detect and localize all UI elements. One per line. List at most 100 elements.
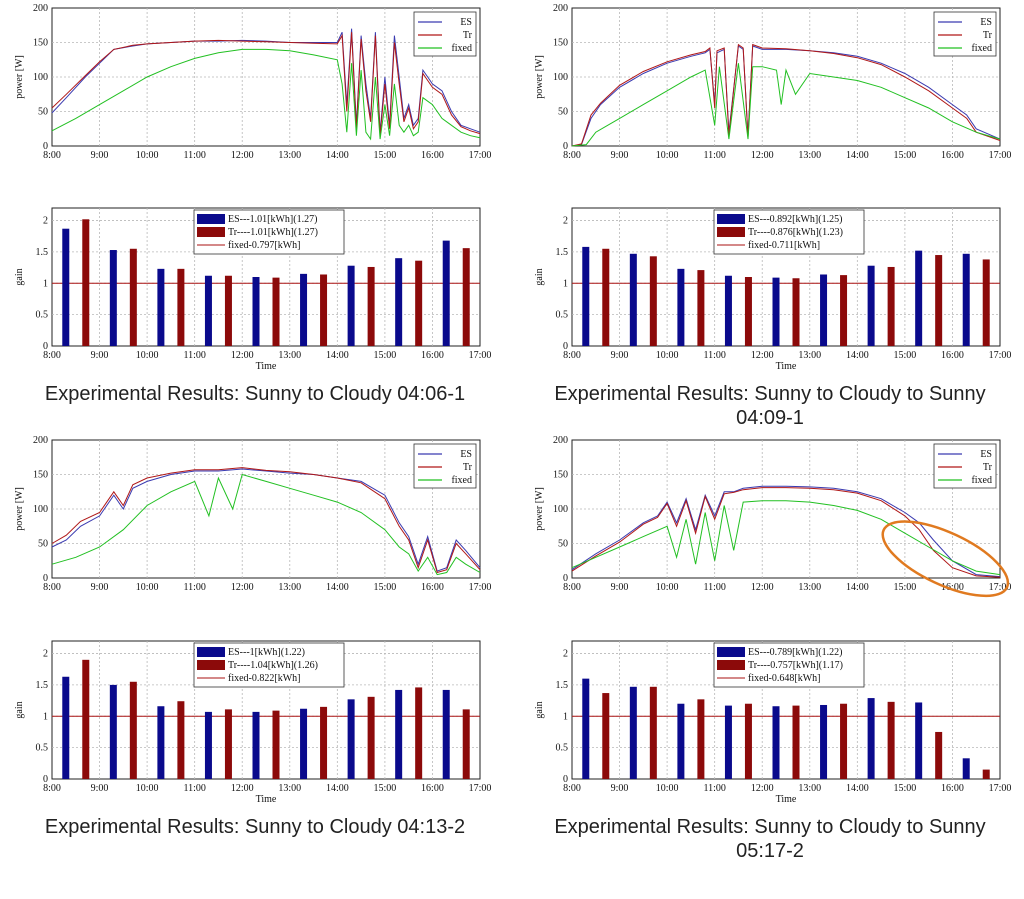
x-tick-label: 13:00 — [278, 783, 301, 794]
x-tick-label: 13:00 — [798, 350, 821, 361]
x-tick-label: 9:00 — [611, 350, 629, 361]
x-tick-label: 9:00 — [91, 350, 109, 361]
tr-bar — [272, 277, 280, 346]
x-tick-label: 16:00 — [941, 350, 964, 361]
es-bar — [677, 268, 685, 346]
tr-bar — [129, 681, 137, 779]
y-tick-label: 1 — [563, 711, 568, 722]
y-axis-label: power [W] — [14, 487, 25, 531]
legend-swatch — [717, 647, 745, 657]
panel-1-caption: Experimental Results: Sunny to Cloudy 04… — [44, 383, 466, 405]
legend-label: ES — [980, 449, 992, 460]
x-tick-label: 17:00 — [469, 350, 492, 361]
x-tick-label: 11:00 — [703, 150, 725, 161]
x-tick-label: 8:00 — [563, 582, 581, 593]
tr-bar — [367, 696, 375, 779]
x-tick-label: 13:00 — [278, 350, 301, 361]
panel-4-power-chart: 8:00 9:00 10:00 11:00 12:00 13:00 14:00 15:00 16… — [534, 435, 1011, 598]
tr-bar — [935, 731, 943, 779]
legend-box — [933, 11, 997, 57]
x-tick-label: 10:00 — [136, 783, 159, 794]
tr-bar — [840, 275, 848, 346]
legend-label: fixed-0.822[kWh] — [228, 673, 300, 684]
tr-bar — [840, 703, 848, 779]
y-tick-label: 100 — [553, 72, 568, 83]
panel-2-gain-chart: 8:00 9:00 10:00 11:00 12:00 13:00 14:00 15:00 16… — [534, 207, 1012, 370]
y-axis-label: gain — [534, 268, 545, 285]
legend-swatch — [717, 227, 745, 237]
y-tick-label: 50 — [558, 107, 568, 118]
y-tick-label: 0.5 — [36, 743, 49, 754]
es-bar — [772, 706, 780, 779]
tr-bar — [320, 274, 328, 346]
legend-swatch — [197, 214, 225, 224]
x-tick-label: 14:00 — [326, 150, 349, 161]
y-tick-label: 0 — [43, 573, 48, 584]
x-tick-label: 13:00 — [278, 582, 301, 593]
tr-bar — [792, 278, 800, 346]
x-tick-label: 10:00 — [656, 582, 679, 593]
tr-bar — [177, 268, 185, 346]
y-tick-label: 0 — [563, 774, 568, 785]
x-tick-label: 16:00 — [421, 350, 444, 361]
x-tick-label: 10:00 — [656, 350, 679, 361]
es-bar — [629, 686, 637, 779]
y-tick-label: 1.5 — [36, 247, 49, 258]
tr-bar — [697, 699, 705, 779]
panel-1-power-chart: 8:00 9:00 10:00 11:00 12:00 13:00 14:00 15:00 16… — [14, 3, 491, 161]
x-tick-label: 12:00 — [231, 150, 254, 161]
x-tick-label: 9:00 — [611, 582, 629, 593]
y-tick-label: 0 — [563, 141, 568, 152]
x-tick-label: 10:00 — [136, 350, 159, 361]
tr-bar — [129, 248, 137, 346]
tr-bar — [320, 706, 328, 779]
legend-label: fixed — [971, 43, 992, 54]
legend-label: ES — [980, 17, 992, 28]
legend-label: Tr----0.876[kWh](1.23) — [748, 227, 843, 238]
es-bar — [582, 678, 590, 779]
y-tick-label: 0.5 — [556, 310, 569, 321]
legend-label: fixed — [971, 475, 992, 486]
es-bar — [820, 274, 828, 346]
tr-bar — [935, 255, 943, 346]
es-bar — [724, 275, 732, 346]
x-tick-label: 12:00 — [231, 582, 254, 593]
es-bar — [157, 706, 165, 779]
legend-label: ES — [460, 449, 472, 460]
x-tick-label: 12:00 — [751, 783, 774, 794]
x-tick-label: 11:00 — [183, 350, 205, 361]
legend-label: fixed — [451, 43, 472, 54]
y-tick-label: 2 — [563, 216, 568, 227]
x-tick-label: 17:00 — [989, 350, 1012, 361]
x-axis-label: Time — [256, 794, 277, 803]
es-bar — [820, 704, 828, 779]
x-tick-label: 14:00 — [846, 350, 869, 361]
x-tick-label: 8:00 — [563, 783, 581, 794]
tr-bar — [602, 693, 610, 779]
series-line-tr — [571, 487, 1001, 578]
es-bar — [582, 246, 590, 346]
y-tick-label: 0 — [43, 341, 48, 352]
legend-label: Tr — [983, 30, 993, 41]
tr-bar — [649, 686, 657, 779]
y-tick-label: 2 — [563, 649, 568, 660]
legend-label: ES---1[kWh](1.22) — [228, 647, 305, 658]
series-line-es — [51, 468, 481, 572]
x-tick-label: 16:00 — [941, 783, 964, 794]
panel-3-caption: Experimental Results: Sunny to Cloudy 04… — [44, 816, 466, 838]
series-line-fixed — [571, 500, 1001, 576]
panel-2-power-chart: 8:00 9:00 10:00 11:00 12:00 13:00 14:00 15:00 16… — [534, 3, 1011, 161]
es-bar — [442, 689, 450, 779]
x-tick-label: 11:00 — [183, 150, 205, 161]
legend-label: Tr — [983, 462, 993, 473]
es-bar — [395, 258, 403, 346]
tr-bar — [415, 687, 423, 779]
tr-bar — [602, 248, 610, 346]
x-tick-label: 8:00 — [563, 350, 581, 361]
legend-label: Tr — [463, 30, 473, 41]
y-tick-label: 1 — [43, 278, 48, 289]
legend-swatch — [717, 214, 745, 224]
tr-bar — [82, 659, 90, 779]
series-line-fixed — [51, 48, 481, 141]
panel-4-gain-chart: 8:00 9:00 10:00 11:00 12:00 13:00 14:00 15:00 16… — [534, 640, 1011, 803]
